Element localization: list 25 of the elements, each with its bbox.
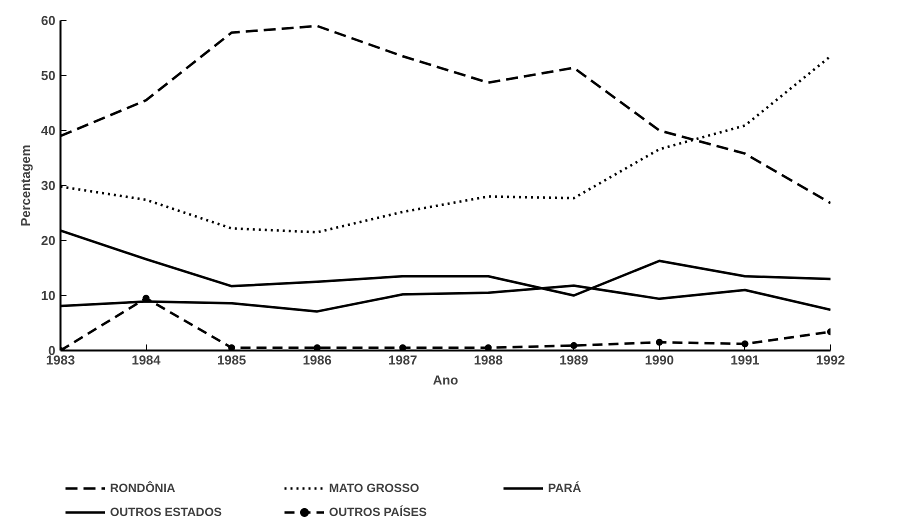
x-tick-label: 1989	[559, 352, 588, 368]
x-tick-label: 1987	[388, 352, 418, 368]
y-tick-label: 20	[41, 233, 56, 248]
x-tick-label: 1988	[474, 352, 503, 368]
y-tick-label: 10	[41, 288, 56, 303]
legend-label: OUTROS ESTADOS	[110, 505, 223, 519]
y-tick-label: 50	[41, 68, 56, 83]
legend-label: PARÁ	[548, 481, 582, 495]
point	[741, 340, 748, 348]
x-tick-label: 1992	[816, 352, 845, 368]
legend-label: OUTROS PAÍSES	[329, 505, 428, 519]
x-axis-title: Ano	[432, 372, 458, 388]
legend-label: MATO GROSSO	[329, 481, 420, 495]
x-tick-label: 1984	[132, 352, 162, 368]
legend-label: RONDÔNIA	[110, 481, 176, 495]
x-tick-label: 1991	[730, 352, 760, 368]
y-tick-label: 40	[41, 123, 56, 138]
x-tick-label: 1990	[644, 352, 674, 368]
point	[656, 338, 663, 346]
y-axis-title: Percentagem	[18, 144, 34, 226]
y-tick-label: 30	[41, 178, 56, 193]
y-tick-label: 60	[41, 13, 56, 28]
x-tick-label: 1985	[217, 352, 246, 368]
point	[570, 342, 578, 350]
x-tick-label: 1986	[302, 352, 332, 368]
